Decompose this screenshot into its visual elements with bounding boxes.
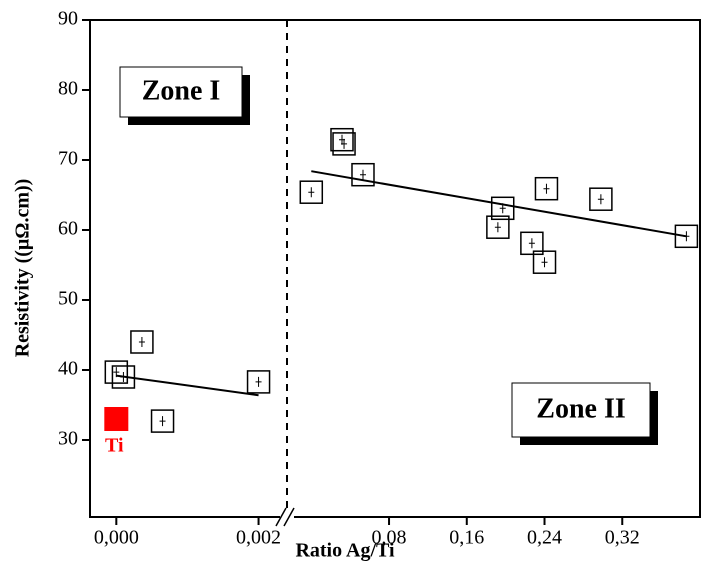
zone-label: Zone I <box>142 75 221 106</box>
y-tick-label: 60 <box>58 218 78 240</box>
data-point <box>111 365 136 389</box>
data-point <box>351 162 375 187</box>
data-point <box>589 187 613 211</box>
x-tick-label: 0,000 <box>94 527 139 549</box>
reference-point <box>104 407 129 431</box>
data-point <box>532 250 557 274</box>
data-point <box>534 176 559 201</box>
data-point <box>490 196 515 221</box>
error-cross <box>528 238 535 249</box>
data-point <box>150 409 175 433</box>
x-axis-label: Ratio Ag/Ti <box>295 540 395 562</box>
y-axis-label: Resistivity ((µΩ.cm)) <box>12 179 34 358</box>
y-tick-label: 90 <box>58 8 78 30</box>
error-cross <box>597 194 604 205</box>
fit-line <box>311 170 687 238</box>
zone-box <box>511 382 651 438</box>
error-cross <box>159 416 166 427</box>
x-tick-label: 0,32 <box>605 527 640 549</box>
plot-frame <box>89 19 701 518</box>
y-tick-label: 30 <box>58 428 78 450</box>
break-mark <box>283 507 295 527</box>
break-mark <box>275 507 287 527</box>
data-point <box>246 370 271 394</box>
data-point <box>299 180 324 204</box>
x-tick-label: 0,002 <box>236 527 281 549</box>
reference-label: Ti <box>105 435 124 457</box>
axis-break <box>275 507 295 527</box>
x-tick-label: 0,16 <box>449 527 484 549</box>
error-cross <box>494 222 501 233</box>
error-cross <box>308 187 315 198</box>
data-point <box>104 360 129 384</box>
data-point <box>130 330 154 354</box>
data-point <box>520 231 544 256</box>
data-point <box>486 215 510 239</box>
error-cross <box>138 337 145 347</box>
y-tick-label: 50 <box>58 288 78 310</box>
y-tick-label: 70 <box>58 148 78 170</box>
x-tick-label: 0,24 <box>527 527 562 549</box>
data-point <box>674 224 699 249</box>
error-cross <box>255 376 262 387</box>
x-tick-label: 0,08 <box>372 527 407 549</box>
zone-label: Zone II <box>536 393 625 424</box>
y-tick-label: 80 <box>58 78 78 100</box>
zone-box <box>119 66 243 118</box>
error-cross <box>541 257 548 268</box>
error-cross <box>543 183 550 194</box>
data-point <box>330 127 354 152</box>
error-cross <box>359 169 366 180</box>
error-cross <box>341 138 348 149</box>
y-tick-label: 40 <box>58 358 78 380</box>
error-cross <box>113 367 120 378</box>
fit-line <box>116 374 259 397</box>
data-point <box>332 132 356 156</box>
